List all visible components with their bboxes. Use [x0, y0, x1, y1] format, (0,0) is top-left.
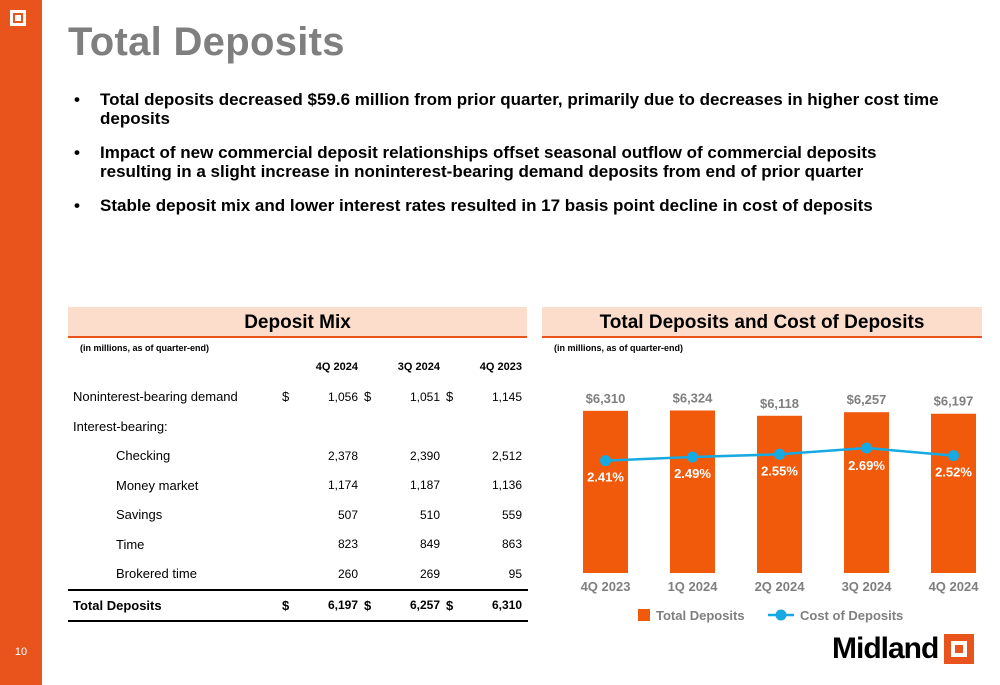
line-point [774, 448, 785, 460]
deposits-chart: $6,310 4Q 2023 $6,324 1Q 2024 $6,118 2Q 2024 $… [581, 390, 980, 623]
chart-header: Total Deposits and Cost of Deposits [542, 307, 982, 338]
table-cell: 6,257 [382, 588, 446, 622]
table-cell: 1,187 [409, 478, 440, 493]
bullet-item: Total deposits decreased $59.6 million f… [72, 90, 952, 128]
table-cell: 1,051 [409, 389, 440, 404]
row-label: Interest-bearing: [73, 418, 168, 434]
row-label: Noninterest-bearing demand [73, 389, 238, 405]
line-point [687, 451, 698, 463]
bar [931, 413, 976, 573]
currency-symbol: $ [446, 588, 464, 622]
line-value-label: 2.49% [674, 466, 711, 481]
deposit-mix-note: (in millions, as of quarter-end) [80, 343, 210, 353]
line-value-label: 2.41% [587, 470, 624, 485]
bar-value-label: $6,310 [586, 391, 626, 406]
bar-value-label: $6,257 [847, 392, 887, 407]
table-cell: 2,378 [327, 448, 358, 463]
table-cell: 6,310 [464, 588, 528, 622]
table-cell: 1,174 [327, 478, 358, 493]
column-header: 4Q 2024 [315, 361, 358, 373]
row-label: Brokered time [116, 566, 197, 582]
line-point [861, 442, 872, 454]
page-number: 10 [14, 646, 28, 658]
table-row: Time 823 849 863 [68, 530, 528, 560]
logo-mark-icon [944, 634, 975, 664]
table-cell: 849 [419, 537, 440, 552]
table-row: Noninterest-bearing demand $ 1,056 $ 1,0… [68, 382, 528, 412]
bar [844, 412, 889, 573]
table-cell: 2,512 [491, 448, 522, 463]
table-cell: 260 [337, 566, 358, 581]
bar [670, 410, 715, 573]
table-cell: 1,056 [327, 389, 358, 404]
x-tick-label: 1Q 2024 [668, 579, 719, 594]
table-row: Brokered time 260 269 95 [68, 559, 528, 590]
table-cell: 6,197 [300, 588, 364, 622]
row-label: Savings [116, 507, 163, 523]
x-tick-label: 3Q 2024 [842, 579, 893, 594]
x-tick-label: 2Q 2024 [755, 579, 806, 594]
line-point [600, 455, 611, 467]
table-cell: 269 [419, 566, 440, 581]
table-row: Checking 2,378 2,390 2,512 [68, 441, 528, 471]
row-label: Time [116, 536, 145, 552]
row-label: Checking [116, 448, 171, 464]
table-cell: 95 [508, 566, 522, 581]
chart-note: (in millions, as of quarter-end) [554, 343, 684, 353]
currency-symbol: $ [446, 389, 454, 405]
line-value-label: 2.69% [848, 458, 885, 473]
table-row: Interest-bearing: [68, 412, 528, 442]
bar [757, 415, 802, 573]
table-cell: 507 [337, 507, 358, 522]
legend-label: Cost of Deposits [800, 608, 903, 623]
line-point [948, 450, 959, 462]
table-cell: 1,145 [491, 389, 522, 404]
column-header: 4Q 2023 [479, 361, 522, 373]
currency-symbol: $ [282, 588, 300, 622]
midland-logo: Midland [832, 632, 975, 665]
logo-text: Midland [832, 632, 939, 665]
legend-marker [775, 609, 787, 621]
bar-value-label: $6,118 [760, 396, 799, 411]
table-header-row: 4Q 2024 3Q 2024 4Q 2023 [68, 352, 528, 382]
row-label: Money market [116, 477, 199, 493]
bullet-item: Stable deposit mix and lower interest ra… [72, 196, 952, 215]
row-label: Total Deposits [68, 588, 282, 622]
bullet-list: Total deposits decreased $59.6 million f… [72, 90, 952, 230]
table-cell: 863 [501, 537, 522, 552]
legend-swatch-total-deposits [638, 609, 650, 621]
table-cell: 2,390 [409, 448, 440, 463]
currency-symbol: $ [282, 389, 290, 405]
deposit-mix-header: Deposit Mix [68, 307, 527, 338]
deposit-mix-table: 4Q 2024 3Q 2024 4Q 2023 Noninterest-bear… [68, 352, 528, 622]
table-row: Money market 1,174 1,187 1,136 [68, 471, 528, 501]
currency-symbol: $ [364, 588, 382, 622]
sidebar-band: 10 [0, 0, 42, 685]
table-cell: 823 [337, 537, 358, 552]
bullet-item: Impact of new commercial deposit relatio… [72, 143, 952, 181]
table-row: Savings 507 510 559 [68, 500, 528, 530]
bar [583, 410, 628, 573]
total-row: Total Deposits $ 6,197 $ 6,257 $ 6,310 [68, 588, 528, 622]
currency-symbol: $ [364, 389, 372, 405]
bar-value-label: $6,324 [673, 390, 714, 405]
x-tick-label: 4Q 2023 [581, 579, 631, 594]
table-cell: 1,136 [491, 478, 522, 493]
corner-logo-icon [10, 10, 26, 26]
page-title: Total Deposits [68, 20, 345, 64]
line-value-label: 2.55% [761, 463, 798, 478]
line-value-label: 2.52% [935, 465, 972, 480]
legend-label: Total Deposits [656, 608, 745, 623]
bar-value-label: $6,197 [934, 394, 974, 409]
table-cell: 510 [419, 507, 440, 522]
table-cell: 559 [501, 507, 522, 522]
x-tick-label: 4Q 2024 [929, 579, 980, 594]
column-header: 3Q 2024 [397, 361, 440, 373]
